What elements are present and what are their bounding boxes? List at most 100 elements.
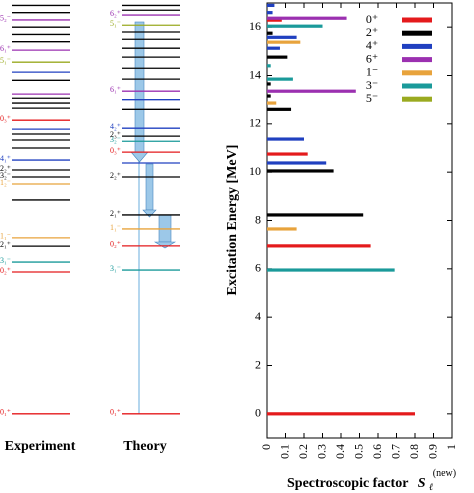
level-label: 2₁⁺ xyxy=(110,209,121,218)
x-axis-title: Spectroscopic factor S ℓ (new) xyxy=(287,468,456,493)
plot-frame xyxy=(266,2,453,439)
y-tick-label: 8 xyxy=(255,212,261,226)
bar xyxy=(267,101,277,105)
y-tick-label: 14 xyxy=(249,67,261,81)
arrow-head xyxy=(130,151,149,163)
legend-swatch xyxy=(402,83,432,89)
level-label: 5₂⁻ xyxy=(0,14,11,23)
level-label: 2₂⁺ xyxy=(0,164,11,173)
level-label: 3₁⁻ xyxy=(0,256,11,265)
level-label: 5₁⁻ xyxy=(110,19,121,28)
y-tick-label: 0 xyxy=(255,406,261,420)
legend-swatch xyxy=(402,17,432,23)
bar xyxy=(267,55,288,59)
arrow-body xyxy=(134,21,145,153)
legend-swatch xyxy=(402,43,432,49)
bar xyxy=(267,31,273,35)
x-tick-label: 0.3 xyxy=(314,444,328,459)
bar xyxy=(267,107,292,111)
bar xyxy=(267,40,301,44)
level-label: 1₁⁻ xyxy=(0,232,11,241)
legend-swatch xyxy=(402,57,432,63)
level-label: 0₃⁺ xyxy=(110,146,121,155)
y-tick-label: 10 xyxy=(249,164,261,178)
x-axis-sup: (new) xyxy=(433,468,456,479)
level-label: 3₂⁻ xyxy=(0,171,11,180)
bar xyxy=(267,244,371,248)
y-tick-label: 2 xyxy=(255,357,261,371)
x-tick-label: 0 xyxy=(259,444,273,450)
legend-label: 0⁺ xyxy=(366,12,378,26)
arrow-body xyxy=(145,163,154,211)
x-axis-symbol: S xyxy=(418,476,426,491)
x-axis-sub: ℓ xyxy=(429,482,433,493)
x-tick-label: 0.8 xyxy=(407,444,421,459)
bar xyxy=(267,152,308,156)
legend-swatch xyxy=(402,70,432,76)
legend-swatch xyxy=(402,96,432,102)
bar xyxy=(267,24,323,28)
level-label: 1₁⁻ xyxy=(110,223,121,232)
bar xyxy=(267,268,395,272)
level-label: 2₁⁺ xyxy=(0,240,11,249)
bar xyxy=(267,11,273,15)
bar xyxy=(267,94,271,98)
column-title: Theory xyxy=(123,439,167,454)
bar xyxy=(267,89,356,93)
level-label: 0₃⁺ xyxy=(0,114,11,123)
level-label: 4₁⁺ xyxy=(0,154,11,163)
legend-swatch xyxy=(402,30,432,36)
level-label: 0₁⁺ xyxy=(110,408,121,417)
legend-label: 6⁺ xyxy=(366,51,378,65)
x-tick-label: 1 xyxy=(444,444,458,450)
bar xyxy=(267,161,327,165)
bar xyxy=(267,3,275,8)
column-title: Experiment xyxy=(5,439,76,454)
x-tick-label: 0.7 xyxy=(388,444,402,459)
y-axis-title: Excitation Energy [MeV] xyxy=(225,145,240,296)
legend-label: 1⁻ xyxy=(366,65,378,79)
level-label: 4₂⁺ xyxy=(110,122,121,131)
level-label: 0₁⁺ xyxy=(0,408,11,417)
level-label: 6₂⁺ xyxy=(110,9,121,18)
y-tick-label: 12 xyxy=(249,116,261,130)
bar xyxy=(267,35,297,39)
level-label: 2₂⁺ xyxy=(110,171,121,180)
y-tick-label: 16 xyxy=(249,19,261,33)
level-label: 2₃⁺ xyxy=(110,130,121,139)
arrow-head xyxy=(153,241,177,249)
level-label: 6₁⁺ xyxy=(110,85,121,94)
level-label: 1₂⁻ xyxy=(0,178,11,187)
bar xyxy=(267,137,304,141)
x-tick-label: 0.4 xyxy=(333,444,347,459)
bar xyxy=(267,412,415,416)
level-label: 3₂⁻ xyxy=(110,135,121,144)
bar xyxy=(267,16,347,20)
bar xyxy=(267,77,293,81)
level-label: 5₁⁻ xyxy=(0,56,11,65)
x-tick-label: 0.6 xyxy=(370,444,384,459)
bar xyxy=(267,46,280,50)
bar xyxy=(267,227,297,231)
level-label: 3₁⁻ xyxy=(110,264,121,273)
bar xyxy=(267,64,271,68)
level-label: 0₂⁺ xyxy=(110,240,121,249)
bar xyxy=(267,18,282,22)
legend-label: 5⁻ xyxy=(366,91,378,105)
bar xyxy=(267,169,334,173)
x-tick-label: 0.2 xyxy=(296,444,310,459)
x-tick-label: 0.5 xyxy=(351,444,365,459)
legend-label: 2⁺ xyxy=(366,25,378,39)
bar xyxy=(267,213,364,217)
arrow-head xyxy=(142,209,157,218)
x-axis-title-text: Spectroscopic factor xyxy=(287,476,408,491)
x-tick-label: 0.9 xyxy=(425,444,439,459)
y-tick-label: 4 xyxy=(255,309,261,323)
transition-arrows xyxy=(130,21,177,414)
y-tick-label: 6 xyxy=(255,261,261,275)
level-label: 6₁⁺ xyxy=(0,44,11,53)
legend-label: 4⁺ xyxy=(366,38,378,52)
bar xyxy=(267,82,271,86)
x-tick-label: 0.1 xyxy=(277,444,291,459)
